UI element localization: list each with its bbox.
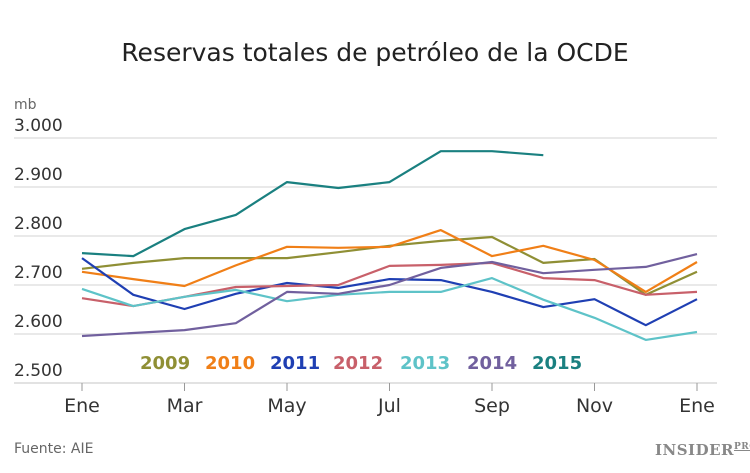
x-tick-label: Ene (679, 395, 715, 417)
insider-pro-logo: INSIDERPRO (655, 441, 750, 459)
series-line-2010 (81, 229, 698, 293)
series-line-2011 (81, 257, 698, 327)
y-tick-label: 3.000 (14, 116, 63, 136)
y-tick-label: 2.900 (14, 165, 63, 185)
x-tick-label: Sep (474, 395, 510, 417)
legend-item-2014: 2014 (467, 353, 517, 374)
y-tick-label: 2.700 (14, 263, 63, 283)
x-tick-label: Jul (377, 395, 401, 417)
y-axis-unit: mb (14, 97, 37, 113)
series-line-2015 (81, 150, 544, 258)
x-tick-label: Nov (576, 395, 613, 417)
legend-item-2010: 2010 (205, 353, 255, 374)
x-tick-label: Mar (167, 395, 203, 417)
legend-item-2013: 2013 (400, 353, 450, 374)
source-note: Fuente: AIE (14, 441, 94, 457)
chart-title: Reservas totales de petróleo de la OCDE (121, 38, 629, 67)
x-tick-label: Ene (64, 395, 100, 417)
y-tick-label: 2.600 (14, 312, 63, 332)
legend-item-2012: 2012 (333, 353, 383, 374)
series-line-2014 (81, 253, 698, 338)
y-tick-label: 2.500 (14, 361, 63, 381)
series-line-2013 (81, 277, 698, 341)
x-tick-label: May (267, 395, 306, 417)
legend-item-2009: 2009 (140, 353, 190, 374)
y-tick-label: 2.800 (14, 214, 63, 234)
legend-item-2011: 2011 (270, 353, 320, 374)
legend-item-2015: 2015 (532, 353, 582, 374)
